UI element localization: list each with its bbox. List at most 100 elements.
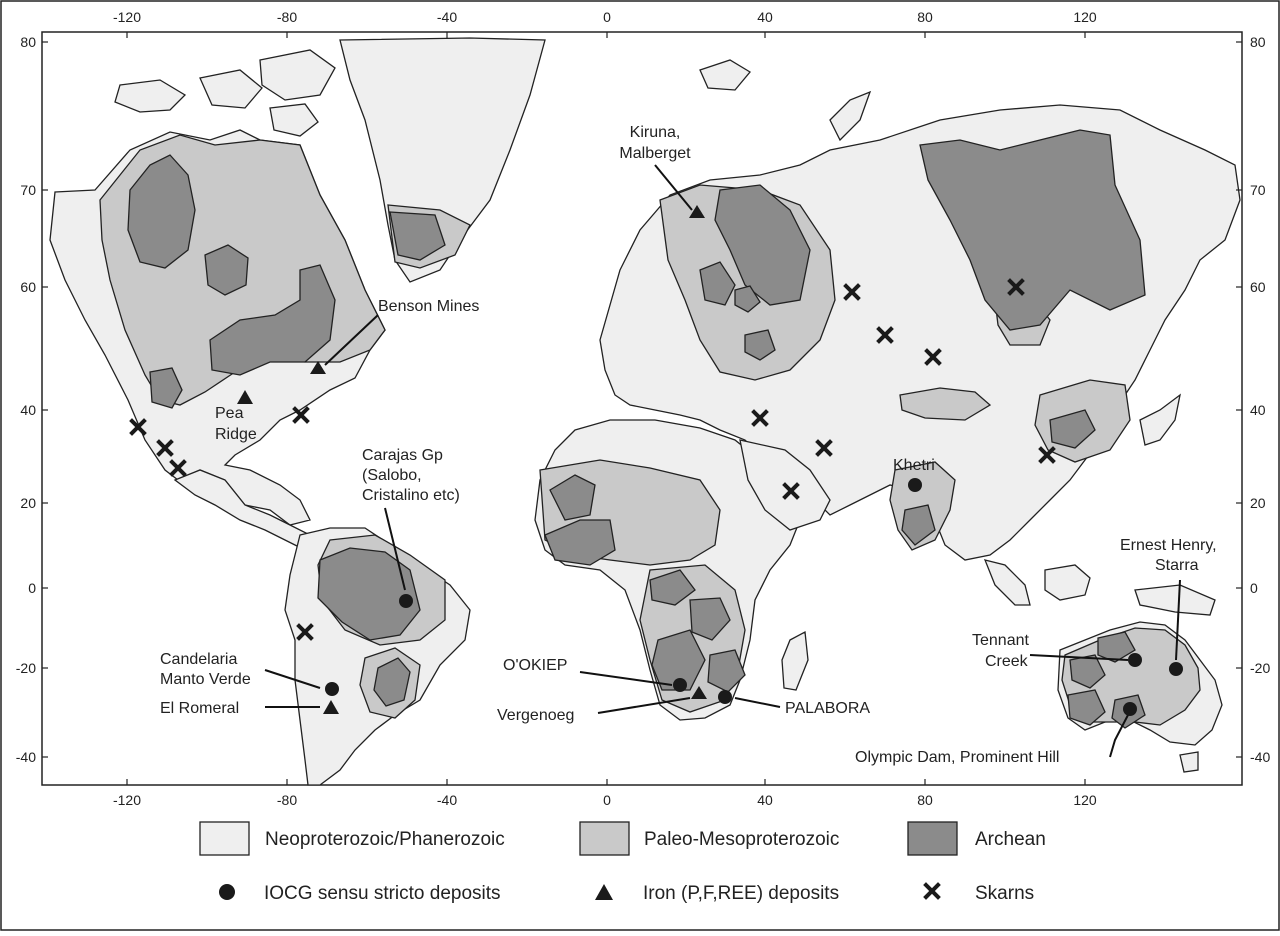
ernest-henry-iocg-marker — [1169, 662, 1183, 676]
pea-ridge-label-line1: Pea — [215, 405, 244, 422]
benson-mines-iron-marker — [310, 361, 326, 374]
kiruna-label-line1: Kiruna, — [630, 124, 681, 141]
y-tick-left: 80 — [20, 34, 36, 50]
kiruna-iron-marker — [689, 205, 705, 218]
skarn-markers — [129, 278, 1056, 641]
legend-label-archean: Archean — [975, 829, 1046, 850]
olympic-dam-iocg-marker — [1123, 702, 1137, 716]
vergenoeg-iron-marker — [691, 686, 707, 699]
benson-mines-label: Benson Mines — [378, 298, 479, 315]
rae-craton — [204, 244, 249, 296]
y-tick-right: 60 — [1250, 279, 1266, 295]
skarn-marker — [815, 439, 833, 457]
palabora-iocg-marker — [718, 690, 732, 704]
central-asia-paleo — [899, 387, 992, 421]
y-tick-labels-right: 80 70 60 40 20 0 -20 -40 — [1250, 34, 1270, 765]
x-tick-labels-bottom: -120 -80 -40 0 40 80 120 — [113, 792, 1097, 808]
svalbard — [699, 59, 751, 91]
skarn-marker — [843, 283, 861, 301]
x-tick-top: 0 — [603, 9, 611, 25]
x-tick-top: 40 — [757, 9, 773, 25]
tanzania-archean — [689, 597, 731, 641]
tasmania-island — [1179, 751, 1199, 773]
superior-craton — [209, 264, 336, 376]
x-tick-bottom: 80 — [917, 792, 933, 808]
x-tick-top: -40 — [437, 9, 457, 25]
y-tick-left: -20 — [16, 660, 36, 676]
baltic-archean-2 — [699, 261, 736, 306]
legend-swatch-paleo-mesoproterozoic — [579, 821, 630, 856]
x-tick-bottom: 0 — [603, 792, 611, 808]
skarn-marker — [924, 348, 942, 366]
skarn-marker — [296, 623, 314, 641]
vergenoeg-label: Vergenoeg — [497, 707, 574, 724]
legend-swatch-neoproterozoic — [199, 821, 250, 856]
tennant-creek-iocg-marker — [1128, 653, 1142, 667]
baltic-archean-4 — [744, 329, 776, 361]
y-tick-right: 80 — [1250, 34, 1266, 50]
congo-archean — [649, 569, 696, 606]
filled-triangle-icon — [595, 884, 613, 900]
ernest-henry-label-line2: Starra — [1155, 557, 1199, 574]
x-tick-bottom: 120 — [1073, 792, 1097, 808]
skarn-marker — [129, 418, 147, 436]
skarn-marker — [876, 326, 894, 344]
y-tick-left: 40 — [20, 402, 36, 418]
leader-lines — [264, 164, 1181, 758]
iron-markers — [237, 205, 707, 714]
legend-label-neoproterozoic: Neoproterozoic/Phanerozoic — [265, 829, 505, 850]
borneo-island — [1044, 564, 1091, 601]
legend-label-skarns: Skarns — [975, 883, 1034, 904]
deposit-labels: Benson Mines Pea Ridge Kiruna, Malberget… — [160, 124, 1217, 766]
sao-francisco-archean — [373, 657, 411, 707]
carajas-label-line1: Carajas Gp — [362, 447, 443, 464]
y-tick-right: 70 — [1250, 182, 1266, 198]
vergenoeg-leader — [597, 697, 691, 714]
y-tick-right: 40 — [1250, 402, 1266, 418]
y-tick-left: 20 — [20, 495, 36, 511]
carajas-label-line3: Cristalino etc) — [362, 487, 460, 504]
arctic-island-3 — [259, 49, 336, 101]
okiep-leader — [579, 671, 673, 686]
wyoming-craton — [149, 367, 183, 409]
y-tick-labels-left: 80 70 60 40 20 0 -20 -40 — [16, 34, 36, 765]
kalahari-archean — [651, 629, 706, 691]
x-tick-labels-top: -120 -80 -40 0 40 80 120 — [113, 9, 1097, 25]
pea-ridge-iron-marker — [237, 390, 253, 404]
carajas-leader — [384, 507, 406, 591]
skarn-marker — [782, 482, 800, 500]
siberian-craton — [919, 129, 1146, 331]
skarn-marker — [1038, 446, 1056, 464]
x-tick-bottom: -40 — [437, 792, 457, 808]
y-tick-right: 20 — [1250, 495, 1266, 511]
yilgarn-archean — [1067, 689, 1106, 726]
benson-leader — [324, 314, 379, 366]
okiep-label: O'OKIEP — [503, 657, 567, 674]
x-tick-top: 120 — [1073, 9, 1097, 25]
sumatra-island — [983, 559, 1031, 606]
y-tick-left: 70 — [20, 182, 36, 198]
filled-circle-icon — [219, 884, 235, 900]
okiep-iocg-marker — [673, 678, 687, 692]
kiruna-label-line2: Malberget — [619, 145, 691, 162]
tennant-leader — [1029, 654, 1129, 661]
arctic-island-4 — [269, 103, 319, 137]
amazon-archean — [317, 547, 421, 641]
x-tick-top: -120 — [113, 9, 141, 25]
candelaria-label-line2: Manto Verde — [160, 671, 251, 688]
khetri-label: Khetri — [893, 457, 935, 474]
skarn-marker — [156, 439, 174, 457]
baltic-archean — [714, 184, 811, 306]
greenland-archean — [389, 211, 446, 261]
indian-archean — [901, 504, 936, 546]
tennant-creek-label-line2: Creek — [985, 653, 1029, 670]
palabora-leader — [734, 697, 781, 708]
skarn-marker — [1007, 278, 1025, 296]
slave-craton — [127, 154, 196, 269]
baltic-archean-3 — [734, 285, 761, 313]
kiruna-leader — [654, 164, 693, 211]
skarn-marker — [169, 459, 187, 477]
